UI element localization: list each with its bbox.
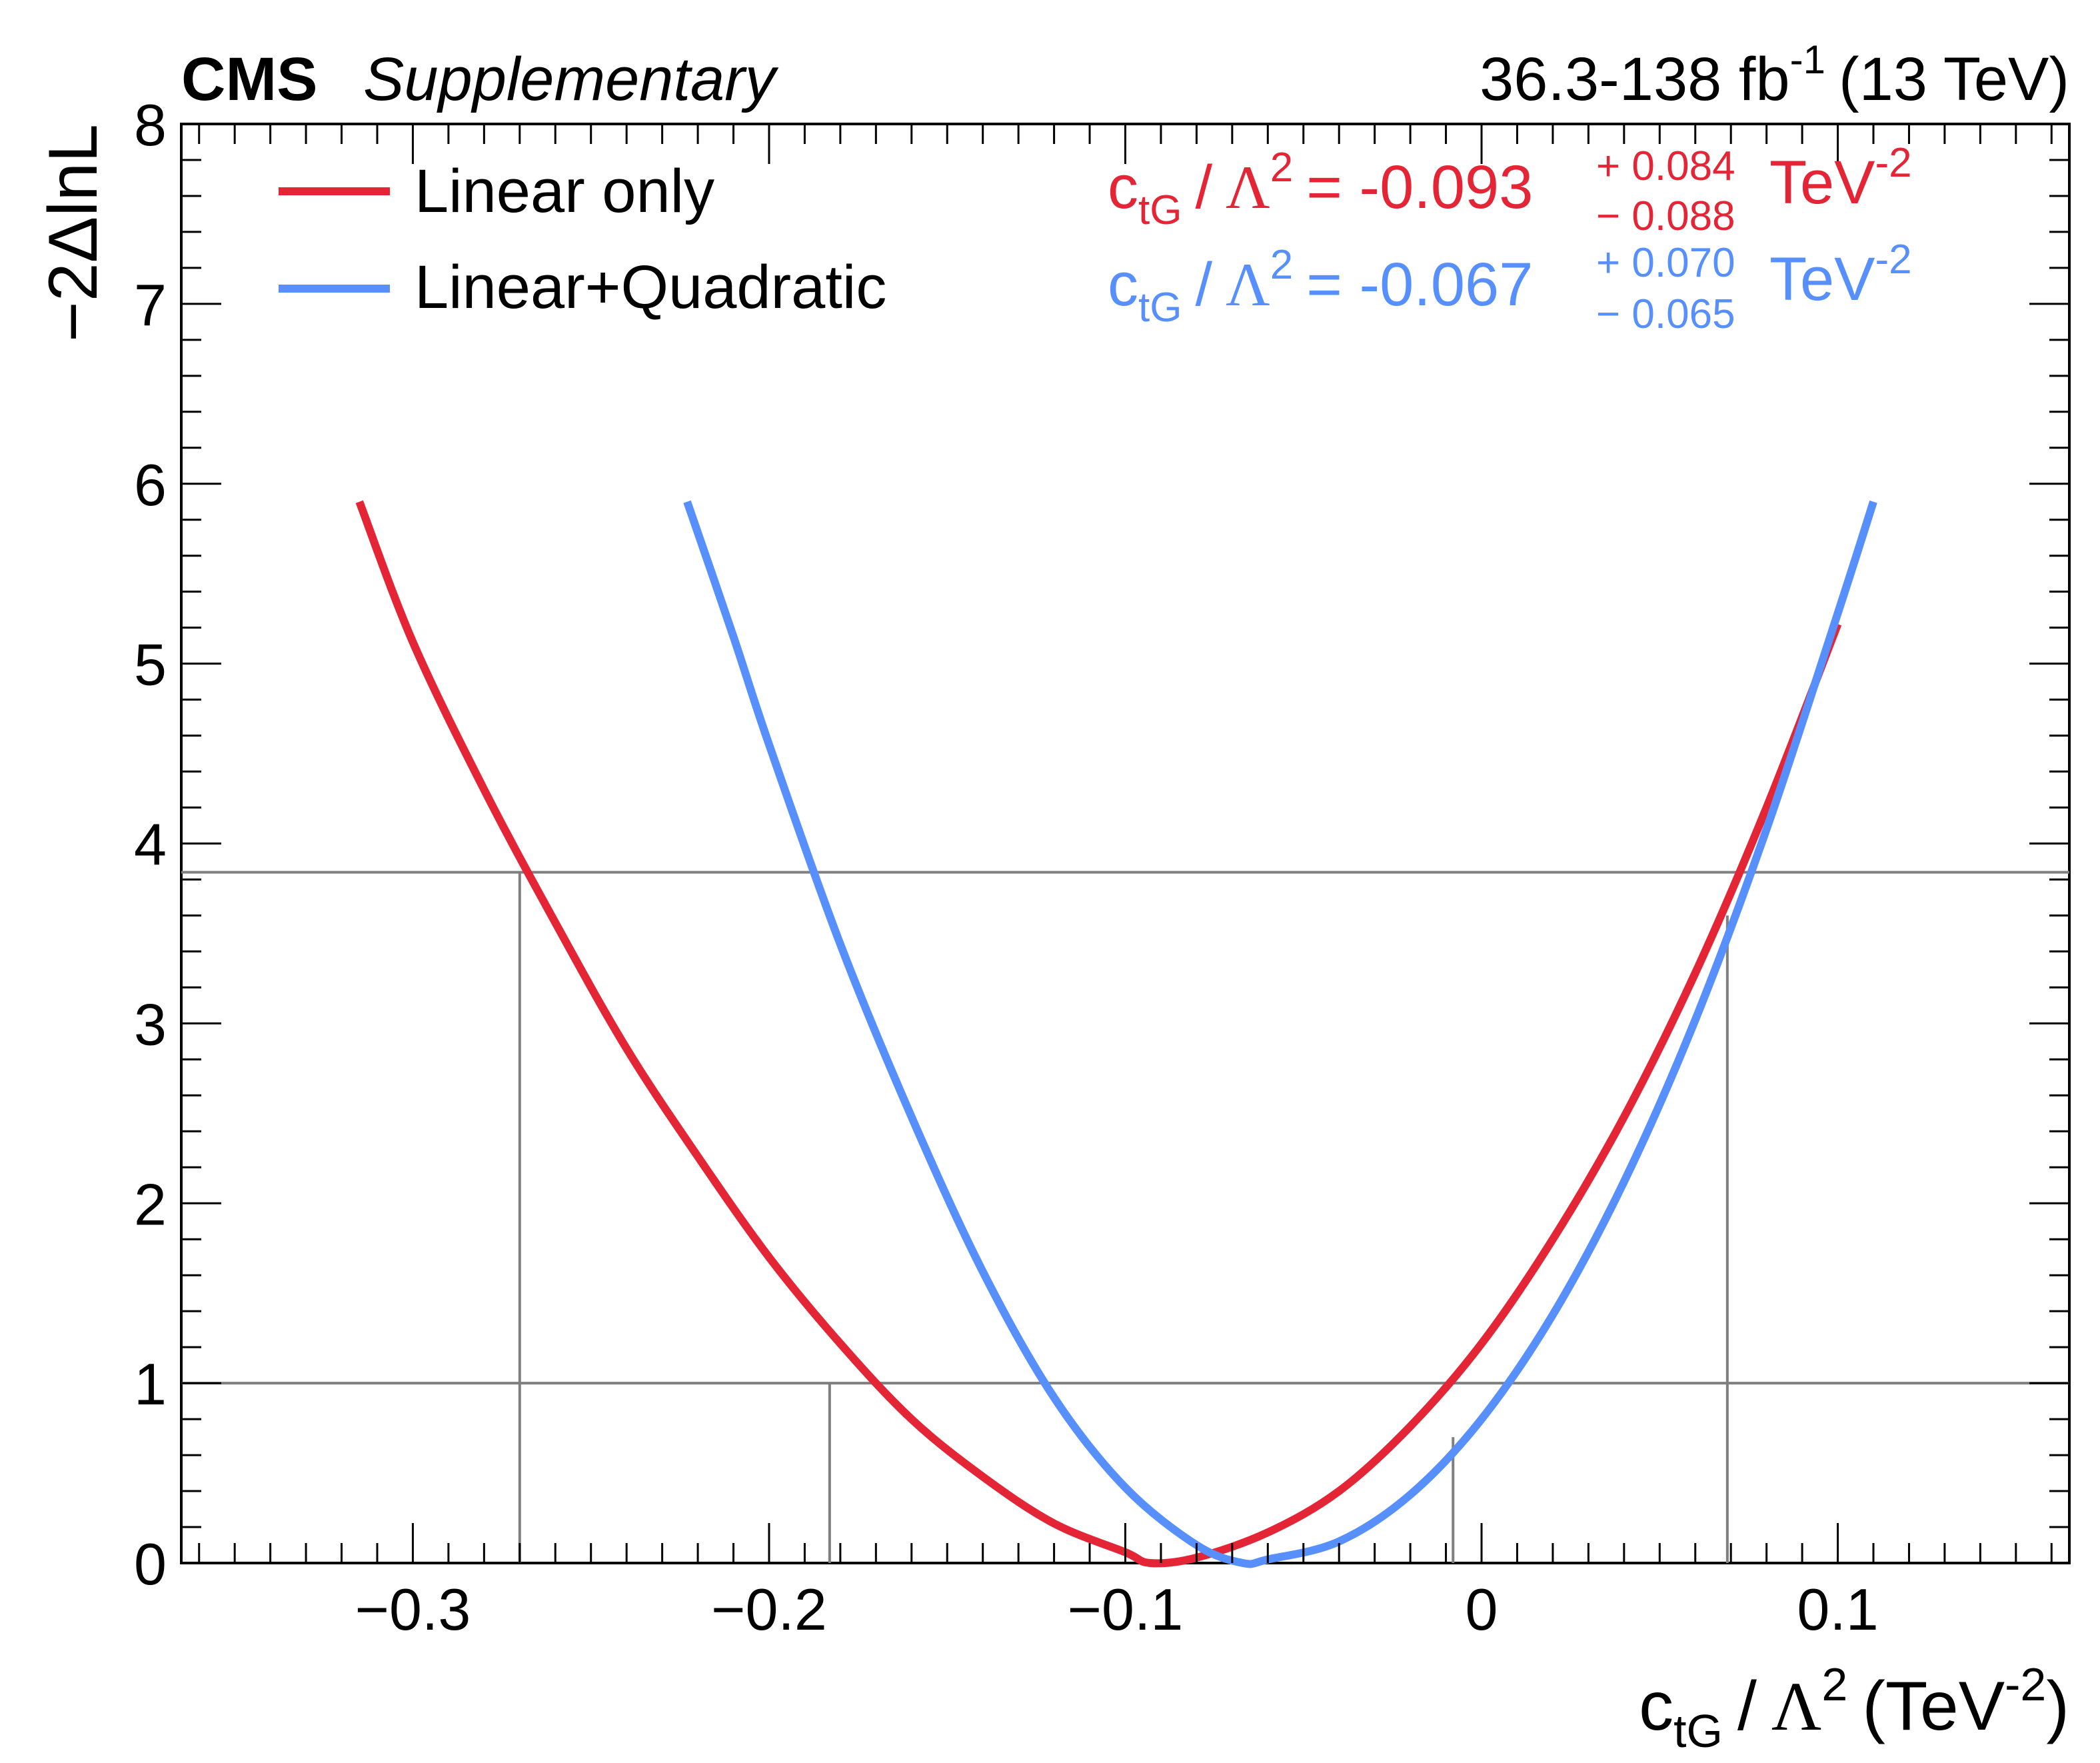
x-tick-label: −0.1 — [1068, 1576, 1184, 1642]
plot-frame — [180, 123, 2071, 1564]
x-tick-label: −0.2 — [711, 1576, 827, 1642]
result-quadratic: ctG / Λ2 = -0.067 + 0.070 − 0.065 TeV-2 — [1108, 237, 1912, 337]
svg-text:− 0.088: − 0.088 — [1596, 193, 1735, 239]
svg-text:TeV-2: TeV-2 — [1769, 237, 1912, 313]
likelihood-curves — [355, 500, 1877, 1568]
y-tick-label: 3 — [134, 991, 167, 1057]
y-tick-label: 7 — [134, 272, 167, 338]
y-tick-label: 2 — [134, 1171, 167, 1237]
legend-label-linear: Linear only — [415, 157, 714, 225]
y-tick-label: 6 — [134, 452, 167, 518]
svg-text:ctG/Λ2= -0.093: ctG / Λ2 = -0.093 — [1108, 145, 1533, 233]
legend-label-quadratic: Linear+Quadratic — [415, 253, 886, 321]
y-tick-label: 5 — [134, 632, 167, 698]
result-linear: ctG / Λ2 = -0.093 + 0.084 − 0.088 TeV-2 — [1108, 140, 1912, 239]
axis-tick-labels: −0.3 −0.2 −0.1 0 0.1 0 1 2 3 4 5 6 7 8 — [134, 92, 1879, 1642]
x-axis-title: ctG / Λ2 (TeV-2) — [1639, 1658, 2069, 1757]
y-tick-label: 8 — [134, 92, 167, 158]
y-tick-label: 0 — [134, 1531, 167, 1597]
curve-quadratic — [683, 500, 1877, 1568]
y-tick-label: 1 — [134, 1351, 167, 1417]
x-tick-label: 0.1 — [1797, 1576, 1878, 1642]
reference-lines — [181, 871, 2069, 1563]
svg-text:ctG/Λ2= -0.067: ctG / Λ2 = -0.067 — [1108, 242, 1533, 331]
svg-text:TeV-2: TeV-2 — [1769, 140, 1912, 217]
lumi-label: 36.3-138 fb-1 (13 TeV) — [1480, 37, 2069, 113]
svg-text:+ 0.084: + 0.084 — [1596, 143, 1735, 189]
x-tick-label: 0 — [1466, 1576, 1498, 1642]
svg-text:− 0.065: − 0.065 — [1596, 291, 1735, 337]
axis-ticks — [181, 123, 2069, 1564]
x-tick-label: −0.3 — [355, 1576, 471, 1642]
y-tick-label: 4 — [134, 812, 167, 878]
curve-linear — [355, 500, 1842, 1568]
status-label: Supplementary — [363, 45, 779, 113]
y-axis-title: −2ΔlnL — [35, 124, 112, 342]
svg-text:+ 0.070: + 0.070 — [1596, 240, 1735, 286]
experiment-label: CMS — [181, 45, 317, 113]
legend: Linear only Linear+Quadratic — [279, 157, 886, 321]
